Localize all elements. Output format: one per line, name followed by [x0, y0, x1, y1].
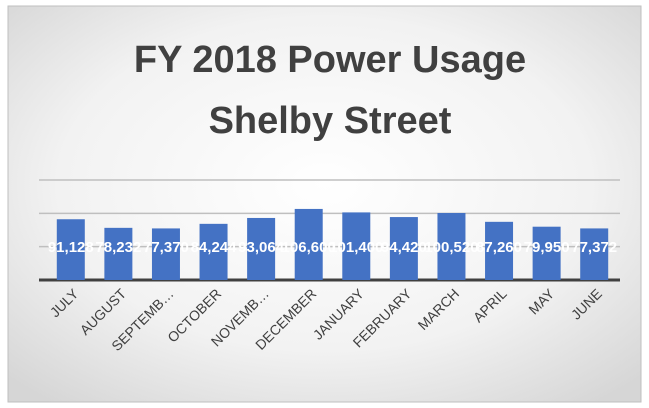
bar — [199, 223, 228, 280]
data-label: 78,232 — [95, 239, 141, 256]
bar — [151, 228, 180, 280]
data-label: 100,520 — [424, 239, 478, 256]
bar — [56, 219, 85, 280]
bar — [104, 227, 133, 280]
bar — [437, 212, 466, 280]
bar — [342, 212, 371, 280]
data-label: 77,370 — [143, 239, 189, 256]
data-label: 91,128 — [48, 239, 94, 256]
chart-title: FY 2018 Power Usage — [134, 39, 526, 81]
data-label: 77,372 — [571, 239, 617, 256]
bar — [532, 226, 561, 280]
data-label: 87,260 — [476, 239, 522, 256]
data-label: 101,400 — [329, 239, 383, 256]
bar — [580, 228, 609, 280]
bar — [485, 221, 514, 280]
bar — [389, 217, 418, 280]
data-label: 106,600 — [282, 239, 336, 256]
data-label: 84,244 — [191, 239, 238, 256]
bar — [294, 208, 323, 280]
chart-area — [7, 5, 642, 403]
data-label: 79,950 — [524, 239, 570, 256]
data-label: 94,420 — [381, 239, 427, 256]
chart-subtitle: Shelby Street — [209, 100, 452, 142]
bar — [247, 217, 276, 280]
data-label: 93,064 — [238, 239, 285, 256]
